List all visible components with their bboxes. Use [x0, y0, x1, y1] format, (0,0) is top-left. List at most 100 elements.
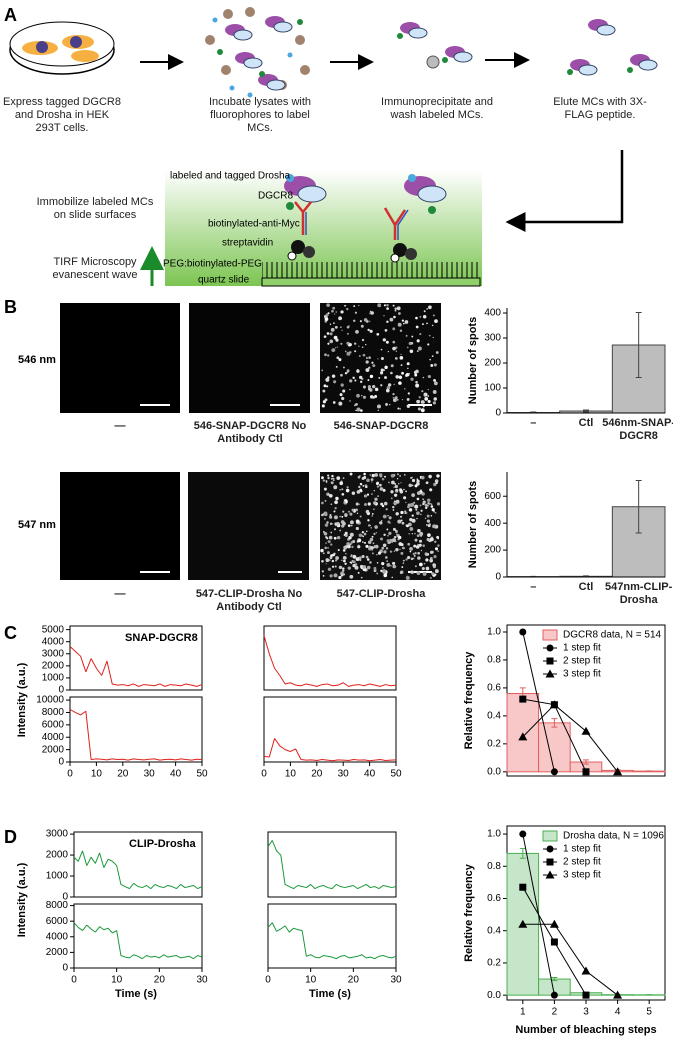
speckle: [334, 500, 338, 505]
speckle: [385, 547, 389, 550]
speckle: [430, 505, 434, 508]
y-tick-label: 10000: [36, 695, 64, 706]
speckle: [402, 559, 405, 562]
speckle: [349, 512, 353, 516]
speckle: [393, 535, 397, 539]
speckle: [334, 325, 338, 329]
speckle: [376, 332, 380, 336]
speckle: [392, 304, 395, 307]
speckle: [367, 379, 370, 382]
speckle: [416, 511, 420, 515]
speckle: [353, 565, 355, 567]
speckle: [393, 502, 397, 506]
x-tick-label: –: [530, 581, 537, 593]
speckle: [416, 534, 420, 538]
speckle: [435, 481, 438, 485]
speckle: [373, 501, 377, 505]
speckle: [322, 479, 325, 482]
speckle: [348, 325, 350, 327]
speckle: [347, 524, 351, 527]
speckle: [335, 311, 337, 313]
speckle: [340, 574, 344, 577]
speckle: [419, 539, 423, 543]
speckle: [420, 509, 423, 512]
speckle: [429, 358, 431, 361]
speckle: [406, 346, 409, 349]
y-tick-label: 0: [62, 892, 68, 903]
micrograph: [60, 472, 180, 580]
speckle: [362, 385, 366, 389]
x-tick-label: 0: [71, 975, 77, 986]
diagram-label: DGCR8: [258, 191, 293, 202]
plot-frame: [69, 625, 203, 691]
speckle: [324, 500, 327, 502]
speckle: [395, 499, 400, 504]
y-tick-label: 0.2: [487, 738, 501, 749]
y-tick-label: 4000: [46, 931, 69, 942]
legend-label: 1 step fit: [563, 643, 601, 654]
speckle: [436, 474, 440, 478]
speckle: [370, 527, 373, 529]
wavelength: 546 nm: [18, 354, 56, 366]
marker: [549, 919, 559, 928]
speckle: [361, 477, 365, 480]
speckle: [341, 569, 345, 573]
speckle: [392, 346, 396, 351]
speckle: [376, 554, 378, 556]
speckle: [397, 322, 402, 327]
speckle: [363, 495, 366, 497]
x-tick-label: 3: [583, 1007, 589, 1018]
marker: [546, 845, 554, 853]
speckle: [324, 353, 327, 357]
speckle: [370, 395, 374, 399]
step-caption: Express tagged DGCR8 and Drosha in HEK 2…: [3, 96, 121, 135]
speckle: [325, 481, 328, 483]
speckle: [377, 303, 382, 308]
speckle: [404, 388, 406, 390]
speckle: [425, 524, 428, 526]
speckle: [336, 356, 340, 360]
x-tick-label: Ctl: [578, 581, 594, 593]
speckle: [426, 514, 430, 518]
speckle: [344, 500, 348, 504]
speckle: [393, 493, 398, 497]
micrograph: [60, 303, 180, 413]
speckle: [380, 502, 384, 506]
x-axis-label: Number of bleaching steps: [515, 1024, 656, 1036]
speckle: [329, 556, 333, 560]
speckle: [437, 537, 439, 540]
y-tick-label: 0: [495, 408, 501, 419]
speckle: [322, 574, 325, 577]
speckle: [418, 543, 422, 547]
speckle: [416, 350, 419, 352]
speckle: [417, 528, 421, 533]
speckle: [347, 566, 351, 570]
speckle: [394, 309, 397, 312]
speckle: [342, 510, 345, 513]
speckle: [434, 540, 437, 543]
speckle: [356, 512, 359, 515]
speckle: [330, 327, 335, 332]
y-axis-label: Number of spots: [467, 481, 479, 568]
trace: [69, 646, 203, 687]
speckle: [363, 541, 367, 544]
speckle: [335, 556, 339, 560]
speckle: [396, 473, 399, 476]
panel-letter: A: [4, 5, 17, 25]
speckle: [397, 407, 400, 410]
speckle: [433, 510, 436, 513]
speckle: [333, 380, 337, 384]
speckle: [354, 311, 358, 314]
speckle: [321, 501, 324, 505]
speckle: [379, 487, 384, 491]
image-caption: 546-SNAP-DGCR8: [333, 420, 429, 432]
speckle: [361, 535, 364, 537]
speckle: [325, 542, 327, 544]
speckle: [359, 515, 362, 518]
speckle: [411, 533, 413, 535]
plot-frame: [263, 696, 397, 763]
x-tick-label: 0: [67, 769, 73, 780]
legend-swatch: [542, 629, 558, 641]
speckle: [427, 343, 430, 346]
speckle: [380, 368, 384, 372]
